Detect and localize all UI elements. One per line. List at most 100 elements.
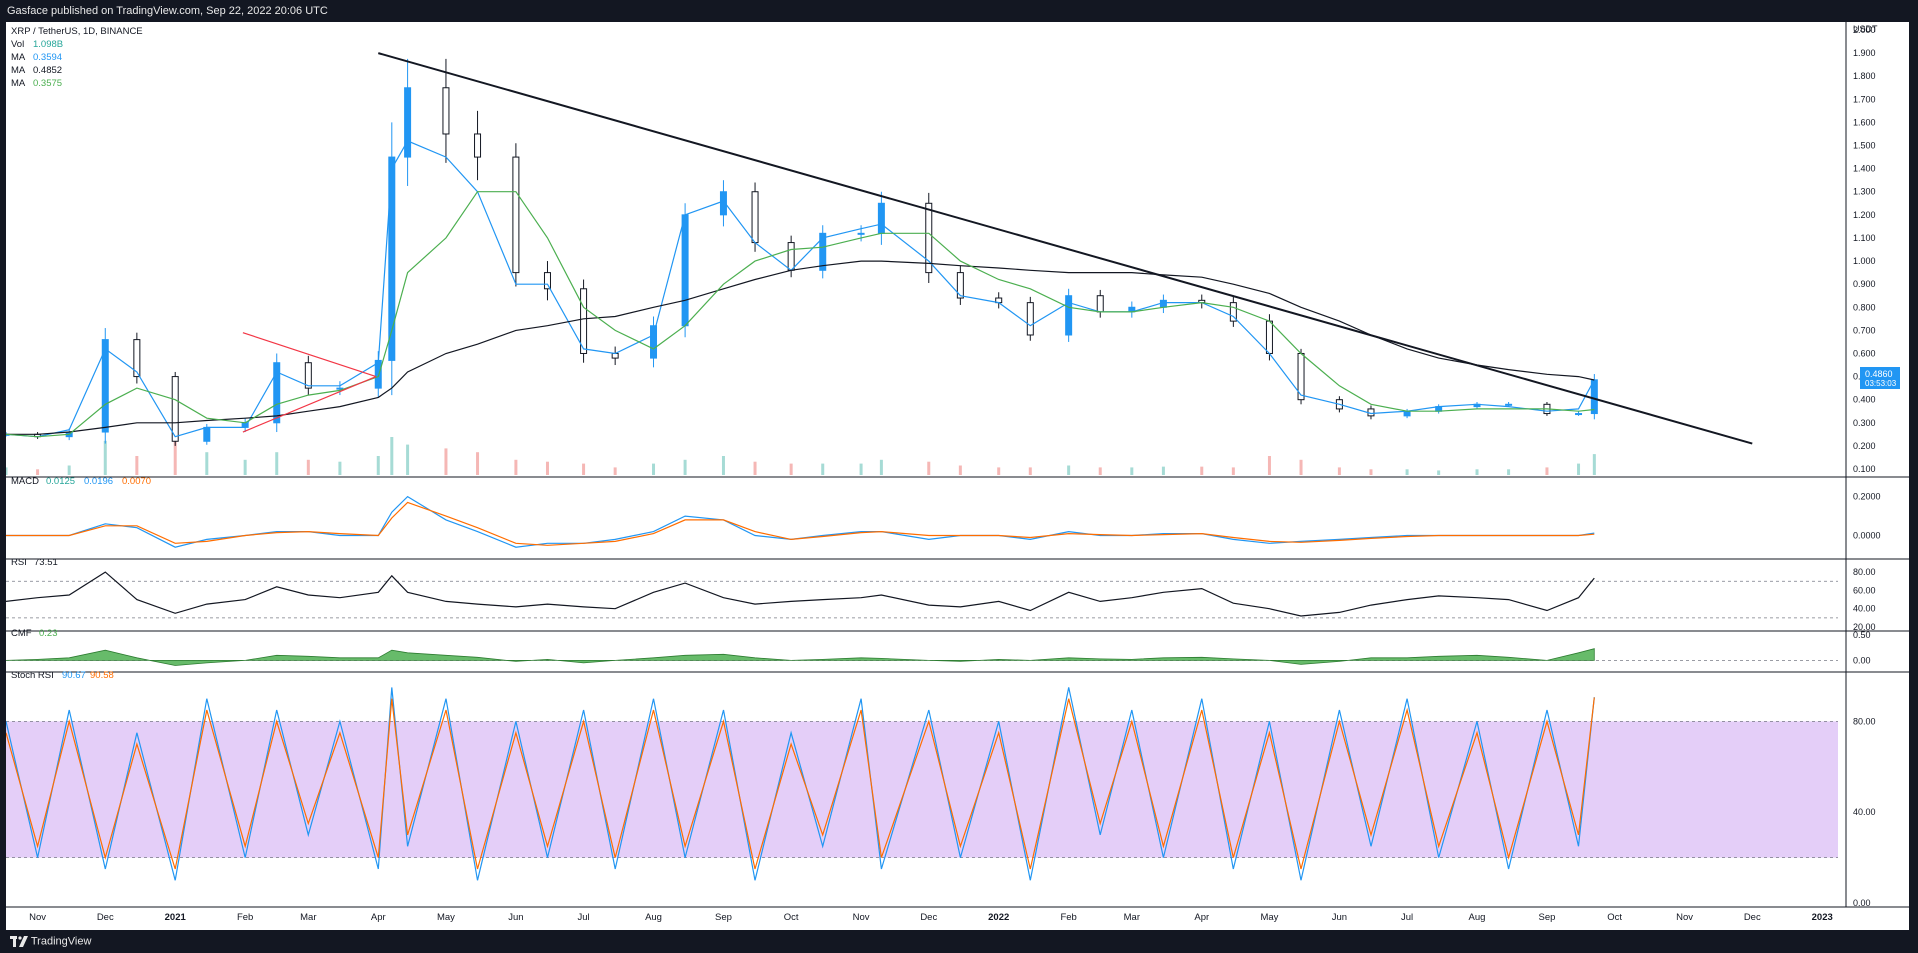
triangle-lower <box>242 376 377 433</box>
time-tick-4: Mar <box>300 912 316 923</box>
candle-body-27 <box>877 202 885 234</box>
pane4-tick-0: 0.00 <box>1853 898 1871 908</box>
legend-ma1-label: MA <box>11 52 26 63</box>
volume-bar-11 <box>376 456 380 475</box>
rsi-legend: RSI 73.51 <box>11 557 58 568</box>
legend-ma2-label: MA <box>11 65 26 76</box>
pane2-tick-2: 60.00 <box>1853 585 1876 595</box>
pane2-tick-1: 40.00 <box>1853 604 1876 614</box>
volume-bar-37 <box>1231 467 1235 475</box>
volume-bar-15 <box>476 452 480 475</box>
volume-bar-10 <box>338 461 342 475</box>
volume-bar-39 <box>1299 459 1303 475</box>
time-tick-16: Mar <box>1124 912 1140 923</box>
time-tick-17: Apr <box>1194 912 1209 923</box>
time-tick-8: Jul <box>577 912 589 923</box>
price-tick-5: 0.600 <box>1853 348 1876 358</box>
chart-svg[interactable]: USDT 0.1000.2000.3000.4000.5000.6000.700… <box>2 22 1909 930</box>
volume-bar-47 <box>1577 463 1581 475</box>
pane2-line-0 <box>5 571 1595 617</box>
symbol-title: XRP / TetherUS, 1D, BINANCE <box>11 26 143 37</box>
cmf-legend: CMF 0.23 <box>11 628 58 639</box>
pane3-tick-1: 0.50 <box>1853 630 1871 640</box>
candle-body-19 <box>611 352 619 359</box>
volume-bar-6 <box>205 452 209 475</box>
volume-bar-24 <box>789 463 793 475</box>
candle-body-47 <box>1575 413 1583 416</box>
last-price-box <box>1860 367 1900 389</box>
ma-line-2 <box>5 191 1595 438</box>
candle-body-23 <box>751 191 759 244</box>
publish-info: Gasface published on TradingView.com, Se… <box>7 5 328 17</box>
candle-body-24 <box>787 242 795 271</box>
time-tick-25: Dec <box>1744 912 1761 923</box>
candle-body-3 <box>101 339 109 433</box>
time-tick-3: Feb <box>237 912 253 923</box>
candle-body-22 <box>719 191 727 216</box>
volume-bar-7 <box>243 459 247 475</box>
volume-bar-26 <box>859 463 863 475</box>
time-tick-11: Oct <box>784 912 799 923</box>
price-tick-12: 1.300 <box>1853 187 1876 197</box>
chart-canvas[interactable]: USDT 0.1000.2000.3000.4000.5000.6000.700… <box>2 22 1909 930</box>
volume-bar-46 <box>1545 467 1549 475</box>
pane4-tick-1: 40.00 <box>1853 807 1876 817</box>
pane2-tick-0: 20.00 <box>1853 622 1876 632</box>
price-tick-19: 2.000 <box>1853 25 1876 35</box>
legend-ma1-value: 0.3594 <box>33 52 62 63</box>
footer-bar: TradingView <box>0 930 1918 953</box>
time-tick-22: Sep <box>1539 912 1556 923</box>
rsi-pane[interactable] <box>5 571 1838 619</box>
time-tick-21: Aug <box>1469 912 1486 923</box>
cmf-value: 0.23 <box>39 628 58 639</box>
candle-body-20 <box>650 325 658 359</box>
time-tick-14: 2022 <box>988 912 1009 923</box>
candle-body-4 <box>133 339 141 378</box>
time-tick-23: Oct <box>1607 912 1622 923</box>
price-tick-7: 0.800 <box>1853 302 1876 312</box>
ma-line-1 <box>6 260 1595 435</box>
cmf-area-0 <box>5 648 1595 666</box>
price-axis-unit: USDT <box>1853 24 1878 34</box>
volume-bar-12 <box>390 437 394 475</box>
tradingview-logo-icon <box>10 930 28 953</box>
pane-dividers <box>6 476 1909 673</box>
stoch-k-value: 90.67 <box>62 670 86 681</box>
candle-body-45 <box>1505 403 1513 406</box>
volume-bar-38 <box>1267 456 1271 475</box>
price-tick-0: 0.100 <box>1853 464 1876 474</box>
volume-bar-9 <box>306 459 310 475</box>
candle-body-48 <box>1590 379 1598 415</box>
volume-bar-23 <box>753 461 757 475</box>
time-tick-7: Jun <box>508 912 523 923</box>
price-tick-3: 0.400 <box>1853 395 1876 405</box>
price-tick-9: 1.000 <box>1853 256 1876 266</box>
candle-body-33 <box>1096 295 1104 313</box>
volume-bar-48 <box>1592 454 1596 475</box>
pane1-tick-0: 0.0000 <box>1853 531 1881 541</box>
volume-bar-18 <box>582 463 586 475</box>
candle-body-32 <box>1065 295 1073 336</box>
macd-pane[interactable] <box>6 495 1595 548</box>
candle-body-13 <box>404 87 412 158</box>
price-tick-15: 1.600 <box>1853 117 1876 127</box>
time-tick-20: Jul <box>1401 912 1413 923</box>
macd-label: MACD <box>11 476 39 487</box>
candle-body-26 <box>857 232 865 235</box>
candle-body-5 <box>171 376 179 442</box>
cmf-pane[interactable] <box>5 648 1838 666</box>
rsi-value: 73.51 <box>34 557 58 568</box>
candle-body-38 <box>1265 320 1273 354</box>
time-tick-26: 2023 <box>1812 912 1833 923</box>
macd-line-value: 0.0196 <box>84 476 113 487</box>
volume-bar-14 <box>444 448 448 475</box>
price-pane[interactable] <box>2 52 1753 475</box>
pane4-line-1 <box>5 697 1595 870</box>
price-tick-2: 0.300 <box>1853 418 1876 428</box>
stoch-rsi-pane[interactable] <box>5 687 1838 881</box>
macd-signal-value: 0.0070 <box>122 476 151 487</box>
last-price-tag: 0.4860 03:53:03 <box>1860 367 1900 389</box>
legend-vol-label: Vol <box>11 39 24 50</box>
volume-bar-8 <box>275 452 279 475</box>
time-tick-24: Nov <box>1676 912 1693 923</box>
